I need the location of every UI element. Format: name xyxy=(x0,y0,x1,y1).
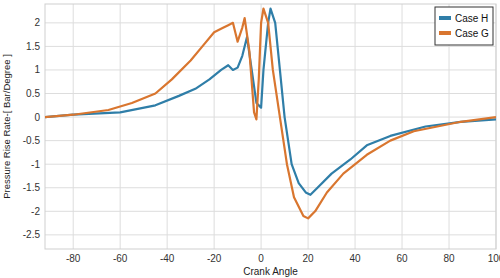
legend-box xyxy=(435,7,493,45)
x-tick-label: 20 xyxy=(303,253,315,264)
x-grid-line xyxy=(308,4,309,249)
x-tick-label: 40 xyxy=(350,253,362,264)
x-grid-line xyxy=(214,4,215,249)
x-tick-label: 60 xyxy=(396,253,408,264)
x-tick-label: -20 xyxy=(207,253,222,264)
y-tick-label: -1 xyxy=(31,159,40,170)
legend-swatch xyxy=(439,31,451,35)
x-grid-line xyxy=(402,4,403,249)
y-grid-line xyxy=(45,164,496,165)
x-grid-line xyxy=(120,4,121,249)
y-grid-line xyxy=(45,187,496,188)
y-tick-label: 2 xyxy=(34,17,40,28)
y-tick-label: -0.5 xyxy=(23,135,41,146)
y-grid-line xyxy=(45,69,496,70)
y-axis-label: Pressure Rise Rate-[ Bar/Degree ] xyxy=(1,54,12,199)
x-axis-label: Crank Angle xyxy=(243,266,298,277)
y-grid-line xyxy=(45,234,496,235)
x-tick-label: -80 xyxy=(66,253,81,264)
x-grid-line xyxy=(167,4,168,249)
y-tick-label: 0 xyxy=(34,112,40,123)
legend-label: Case H xyxy=(455,13,488,24)
y-grid-line xyxy=(45,93,496,94)
x-tick-label: -60 xyxy=(113,253,128,264)
series-line xyxy=(45,9,496,219)
plot-area xyxy=(45,4,496,249)
x-tick-label: -40 xyxy=(160,253,175,264)
x-tick-label: 80 xyxy=(443,253,455,264)
x-tick-label: 100 xyxy=(488,253,500,264)
plot-frame xyxy=(45,4,496,249)
legend-swatch xyxy=(439,16,451,20)
series-group xyxy=(45,9,496,219)
x-tick-label: 0 xyxy=(258,253,264,264)
y-grid-line xyxy=(45,117,496,118)
y-tick-label: 1 xyxy=(34,64,40,75)
y-tick-label: -1.5 xyxy=(23,182,41,193)
y-tick-label: 0.5 xyxy=(26,88,40,99)
grid xyxy=(45,4,496,249)
y-tick-label: -2.5 xyxy=(23,229,41,240)
legend-label: Case G xyxy=(455,28,489,39)
y-tick-label: 1.5 xyxy=(26,41,40,52)
chart: -80-60-40-20020406080100-2.5-2-1.5-1-0.5… xyxy=(0,0,500,278)
y-grid-line xyxy=(45,22,496,23)
x-grid-line xyxy=(73,4,74,249)
y-tick-label: -2 xyxy=(31,206,40,217)
x-grid-line xyxy=(355,4,356,249)
legend: Case H Case G xyxy=(435,7,493,45)
y-grid-line xyxy=(45,140,496,141)
y-grid-line xyxy=(45,211,496,212)
